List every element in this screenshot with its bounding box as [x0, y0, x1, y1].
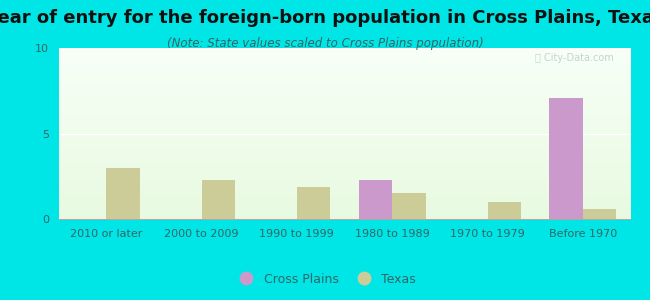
Bar	[202, 180, 235, 219]
Bar	[359, 180, 392, 219]
Text: (Note: State values scaled to Cross Plains population): (Note: State values scaled to Cross Plai…	[166, 38, 484, 50]
Bar	[583, 209, 616, 219]
Bar	[549, 98, 583, 219]
Text: ⓘ City-Data.com: ⓘ City-Data.com	[534, 53, 614, 63]
Text: Year of entry for the foreign-born population in Cross Plains, Texas: Year of entry for the foreign-born popul…	[0, 9, 650, 27]
Bar	[106, 168, 140, 219]
Legend: Cross Plains, Texas: Cross Plains, Texas	[229, 268, 421, 291]
Bar	[488, 202, 521, 219]
Bar	[297, 187, 330, 219]
Bar	[392, 193, 426, 219]
